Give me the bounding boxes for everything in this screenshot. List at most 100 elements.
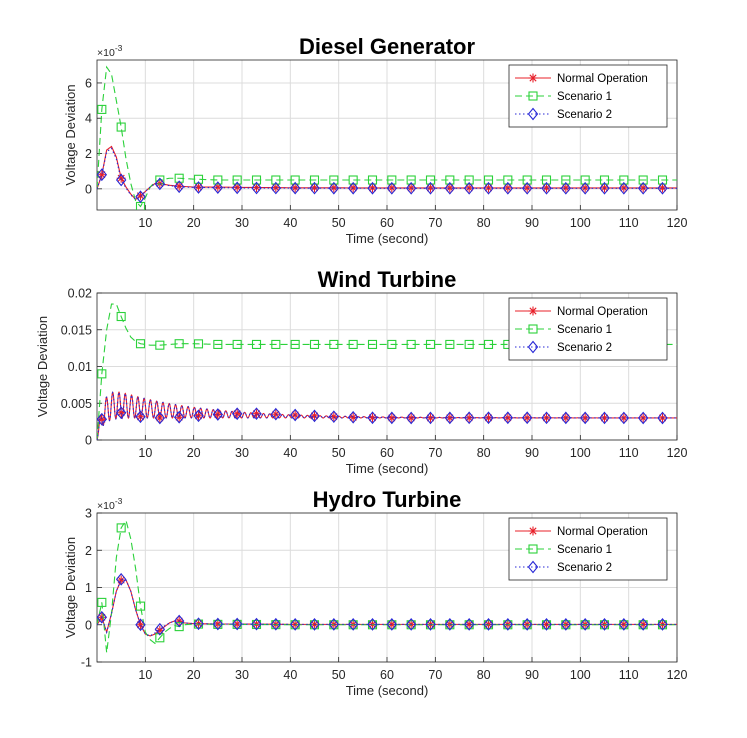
data-point-marker: [271, 175, 281, 185]
data-point-marker-shape: [637, 411, 649, 425]
data-point-marker: [541, 618, 552, 631]
data-point-marker-shape: [289, 181, 301, 195]
data-point-marker: [618, 618, 630, 631]
data-point-marker: [154, 177, 166, 191]
data-point-marker: [521, 618, 533, 631]
x-tick-label: 90: [525, 446, 539, 460]
data-point-marker-shape: [116, 122, 126, 132]
legend-marker-stroke: [529, 74, 537, 82]
exponent-label: ×10-3: [97, 43, 123, 59]
data-point-marker-shape: [347, 618, 359, 631]
data-point-marker-shape: [445, 339, 455, 350]
chart-1: 10 20 30 40 50 60 70 80 90 100 110 120 0 2 4 6 ×10-3 Dies…: [63, 34, 687, 246]
data-point-marker: [309, 181, 320, 195]
data-point-marker-shape: [657, 411, 668, 425]
data-point-marker-shape: [174, 339, 184, 349]
data-point-marker: [231, 407, 243, 421]
data-point-marker: [406, 339, 416, 350]
data-point-marker-shape: [367, 175, 378, 185]
x-axis-label: Time (second): [346, 461, 429, 476]
data-point-marker: [174, 173, 184, 183]
x-tick-label: 80: [477, 216, 491, 230]
x-tick-label: 70: [428, 446, 442, 460]
data-point-marker-shape: [657, 181, 668, 195]
data-point-marker: [637, 411, 649, 425]
data-point-marker: [231, 617, 243, 631]
legend-marker-shape: [527, 560, 539, 574]
data-point-marker-shape: [232, 175, 242, 185]
series-line-2: [97, 65, 677, 208]
data-point-marker-shape: [251, 407, 262, 421]
data-point-marker-shape: [270, 407, 282, 421]
data-point-marker: [444, 618, 456, 631]
x-tick-label: 110: [619, 668, 639, 682]
data-point-marker: [425, 618, 436, 631]
data-point-marker: [251, 181, 262, 195]
data-point-marker: [97, 597, 107, 607]
data-point-marker: [174, 412, 184, 422]
data-point-marker: [521, 411, 533, 425]
data-point-marker: [560, 618, 572, 631]
data-point-marker: [347, 410, 359, 424]
legend-label: Scenario 2: [557, 342, 612, 354]
y-tick-label: 4: [85, 112, 92, 126]
data-point-marker: [193, 617, 204, 631]
data-point-marker: [329, 339, 339, 350]
data-point-marker-shape: [212, 408, 224, 421]
legend-marker: [528, 73, 538, 83]
x-tick-label: 20: [187, 216, 201, 230]
y-axis-label: Voltage Deviation: [35, 316, 50, 417]
data-point-marker: [657, 411, 668, 425]
data-point-marker: [657, 181, 668, 195]
data-point-marker: [309, 409, 320, 423]
chart-3: 10 20 30 40 50 60 70 80 90 100 110 120 -1 0 1 2 3 ×10-3 Hy…: [63, 487, 687, 698]
y-tick-label: 2: [85, 544, 92, 558]
data-point-marker-shape: [444, 618, 456, 631]
data-point-marker: [405, 618, 417, 631]
data-point-marker: [425, 339, 436, 350]
data-point-marker-shape: [135, 601, 146, 611]
data-point-marker-shape: [309, 181, 320, 195]
data-point-marker-shape: [309, 409, 320, 423]
data-point-marker: [464, 339, 474, 350]
data-point-marker: [97, 170, 107, 180]
legend-marker-shape: [527, 340, 539, 354]
data-point-marker-shape: [97, 168, 108, 182]
data-point-marker-shape: [367, 339, 378, 350]
chart-title: Diesel Generator: [299, 34, 476, 59]
data-point-marker: [309, 339, 320, 350]
data-point-marker: [638, 175, 648, 185]
data-point-marker: [116, 311, 126, 322]
data-point-marker-shape: [271, 339, 281, 350]
y-tick-label: -1: [81, 656, 92, 670]
x-tick-label: 60: [380, 216, 394, 230]
data-point-marker: [599, 618, 610, 631]
data-point-marker-shape: [522, 175, 532, 185]
data-point-marker-shape: [618, 411, 630, 425]
series-markers-3: [97, 406, 668, 426]
data-point-marker-shape: [116, 311, 126, 322]
data-point-marker: [270, 407, 282, 421]
data-point-marker: [174, 339, 184, 349]
data-point-marker-shape: [154, 177, 166, 191]
data-point-marker-shape: [193, 181, 204, 194]
data-point-marker-shape: [116, 523, 126, 533]
x-tick-label: 30: [235, 446, 249, 460]
data-point-marker: [270, 181, 282, 195]
data-point-marker-shape: [290, 175, 300, 185]
data-point-marker-shape: [560, 181, 572, 195]
data-point-marker-shape: [444, 181, 456, 195]
series-markers-3: [97, 168, 668, 204]
x-tick-label: 110: [619, 216, 639, 230]
x-tick-label: 120: [667, 668, 688, 682]
data-point-marker: [232, 339, 242, 350]
data-point-marker: [232, 409, 242, 419]
data-point-marker-shape: [173, 180, 185, 194]
x-tick-label: 30: [235, 216, 249, 230]
data-point-marker-shape: [329, 175, 339, 185]
data-point-marker-shape: [348, 339, 358, 350]
data-point-marker-shape: [405, 411, 417, 425]
data-point-marker: [290, 339, 300, 350]
data-point-marker-shape: [115, 406, 127, 420]
data-point-marker-shape: [599, 181, 610, 195]
